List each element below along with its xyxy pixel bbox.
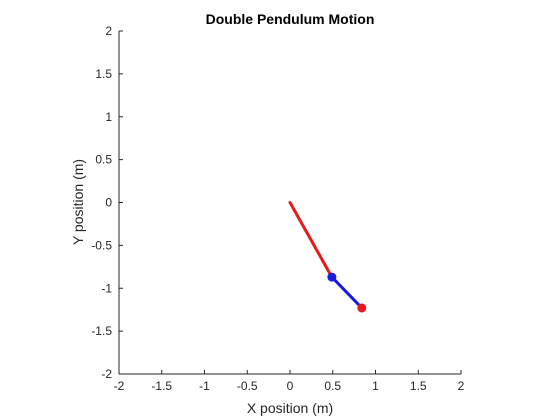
x-tick-label: -2 [114, 379, 125, 393]
y-tick-label: 1.5 [95, 67, 112, 81]
chart-title: Double Pendulum Motion [206, 11, 375, 27]
y-tick-label: -2 [101, 367, 112, 381]
y-tick-label: 0 [105, 196, 112, 210]
x-tick-label: -0.5 [237, 379, 258, 393]
y-tick-label: 0.5 [95, 153, 112, 167]
x-tick-label: 2 [458, 379, 465, 393]
y-tick-label: -1 [101, 281, 112, 295]
y-axis-label: Y position (m) [70, 159, 86, 245]
x-tick-label: -1 [199, 379, 210, 393]
x-tick-label: -1.5 [151, 379, 172, 393]
y-tick-label: -0.5 [91, 238, 112, 252]
x-tick-label: 1.5 [410, 379, 427, 393]
y-tick-label: -1.5 [91, 324, 112, 338]
pendulum-mass-1 [327, 273, 336, 282]
x-tick-label: 0.5 [324, 379, 341, 393]
x-tick-label: 1 [372, 379, 379, 393]
y-tick-label: 1 [105, 110, 112, 124]
x-axis-label: X position (m) [247, 400, 333, 416]
y-tick-label: 2 [105, 24, 112, 38]
pendulum-mass-2 [357, 303, 366, 312]
x-tick-label: 0 [287, 379, 294, 393]
